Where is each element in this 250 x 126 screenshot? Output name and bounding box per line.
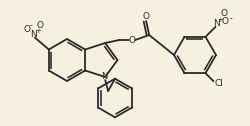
Text: Cl: Cl bbox=[213, 79, 222, 88]
Text: O: O bbox=[128, 36, 135, 44]
Text: -: - bbox=[29, 21, 32, 30]
Text: +: + bbox=[35, 27, 40, 34]
Text: +: + bbox=[217, 17, 222, 23]
Text: N: N bbox=[212, 19, 219, 28]
Text: O: O bbox=[142, 11, 149, 21]
Text: N: N bbox=[100, 72, 107, 82]
Text: O: O bbox=[220, 9, 227, 18]
Text: O: O bbox=[36, 21, 43, 30]
Text: O: O bbox=[221, 17, 228, 26]
Text: O: O bbox=[23, 25, 30, 34]
Text: N: N bbox=[30, 30, 37, 39]
Text: -: - bbox=[229, 14, 232, 23]
